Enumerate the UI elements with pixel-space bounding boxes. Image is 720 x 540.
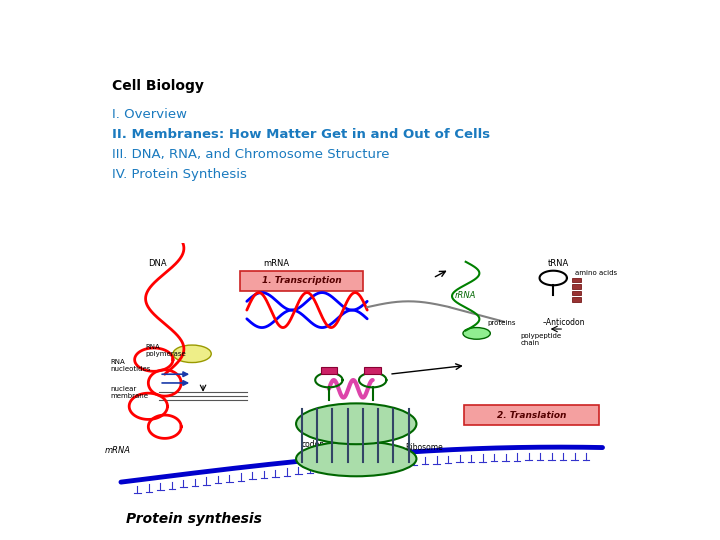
Text: tRNA: tRNA [548, 259, 569, 268]
Bar [364, 367, 381, 374]
Text: 2. Translation: 2. Translation [497, 410, 566, 420]
Ellipse shape [296, 441, 416, 476]
Text: 1. Transcription: 1. Transcription [262, 276, 341, 286]
Text: II. Membranes: How Matter Get in and Out of Cells: II. Membranes: How Matter Get in and Out… [112, 129, 490, 141]
Text: Ribosome: Ribosome [405, 443, 444, 452]
Text: Protein synthesis: Protein synthesis [127, 512, 262, 526]
Text: codon: codon [302, 440, 325, 449]
Bar [572, 285, 580, 289]
Text: mRNA: mRNA [264, 259, 289, 268]
Text: proteins: proteins [487, 320, 516, 326]
Text: RNA
nucleotides: RNA nucleotides [110, 359, 150, 372]
Ellipse shape [173, 345, 211, 362]
Text: RNA
polymerase: RNA polymerase [145, 345, 186, 357]
Text: nuclear
membrane: nuclear membrane [110, 386, 148, 399]
Text: IV. Protein Synthesis: IV. Protein Synthesis [112, 168, 247, 181]
FancyBboxPatch shape [240, 271, 364, 291]
Bar [572, 291, 580, 295]
Text: DNA: DNA [148, 259, 167, 268]
Text: mRNA: mRNA [104, 446, 130, 455]
Bar [320, 367, 337, 374]
Text: I. Overview: I. Overview [112, 109, 187, 122]
FancyBboxPatch shape [464, 406, 598, 424]
Text: III. DNA, RNA, and Chromosome Structure: III. DNA, RNA, and Chromosome Structure [112, 148, 390, 161]
Text: amino acids: amino acids [575, 270, 617, 276]
Ellipse shape [463, 328, 490, 339]
Ellipse shape [296, 403, 416, 444]
Text: polypeptide
chain: polypeptide chain [521, 333, 562, 346]
Text: Cell Biology: Cell Biology [112, 79, 204, 93]
Text: –Anticodon: –Anticodon [542, 318, 585, 327]
Bar [572, 297, 580, 302]
Text: rRNA: rRNA [455, 292, 476, 300]
Bar [572, 278, 580, 282]
